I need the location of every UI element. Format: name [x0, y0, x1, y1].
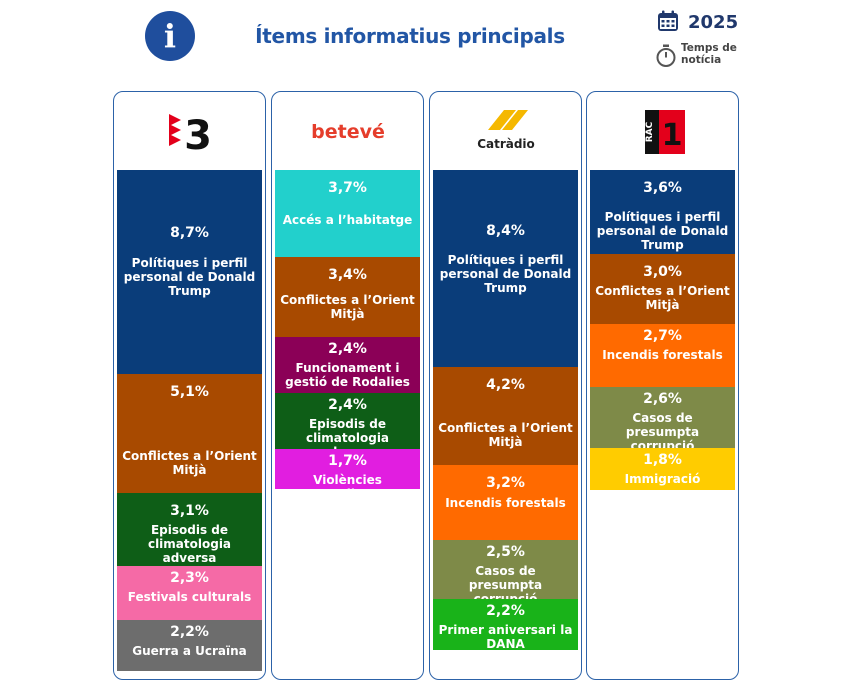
bar-segment: 3,7% Accés a l’habitatge	[275, 170, 420, 257]
segment-value: 3,2%	[486, 475, 525, 491]
time-label: Temps de notícia	[681, 42, 737, 66]
bar-segment: 1,7% Violències masclistes	[275, 449, 420, 489]
bar-segment: 1,8% Immigració	[590, 448, 735, 490]
segment-label: Episodis de climatologia adversa	[147, 523, 232, 565]
segment-label: Casos de presumpta corrupció	[625, 411, 700, 448]
segment-value: 3,4%	[328, 267, 367, 283]
segment-label: Conflictes a l’Orient Mitjà	[122, 449, 257, 477]
segment-label: Primer aniversari la DANA	[438, 623, 573, 650]
segment-value: 3,6%	[643, 180, 682, 196]
panel-catradio: Catràdio 8,4% Polítiques i perfil persona…	[429, 91, 582, 680]
calendar-icon	[658, 10, 678, 31]
panel-beteve: betevé 3,7% Accés a l’habitatge 3,4% Confli…	[271, 91, 424, 680]
segment-value: 1,7%	[328, 453, 367, 469]
catràdio-logo: Catràdio	[430, 92, 581, 170]
bar-segment: 2,4% Episodis de climatologia adversa	[275, 393, 420, 449]
bar-segment: 2,3% Festivals culturals	[117, 566, 262, 620]
bar-segment: 5,1% Conflictes a l’Orient Mitjà	[117, 374, 262, 493]
segment-label: Festivals culturals	[127, 590, 252, 604]
segment-label: Conflictes a l’Orient Mitjà	[280, 293, 415, 321]
segment-label: Guerra a Ucraïna	[132, 644, 247, 658]
segment-value: 2,6%	[643, 391, 682, 407]
segment-label: Incendis forestals	[602, 348, 723, 362]
bar-segment: 2,2% Guerra a Ucraïna	[117, 620, 262, 671]
segment-label: Conflictes a l’Orient Mitjà	[595, 284, 730, 312]
rac1-logo: RAC 1	[587, 92, 738, 170]
segment-label: Violències masclistes	[312, 473, 383, 489]
segment-value: 2,4%	[328, 397, 367, 413]
segment-label: Polítiques i perfil personal de Donald T…	[439, 253, 572, 295]
segment-label: Polítiques i perfil personal de Donald T…	[123, 256, 256, 298]
segment-label: Polítiques i perfil personal de Donald T…	[596, 210, 729, 252]
info-icon: i	[145, 11, 195, 61]
segment-label: Incendis forestals	[445, 496, 566, 510]
bar-segment: 2,6% Casos de presumpta corrupció	[590, 387, 735, 448]
svg-text:1: 1	[662, 118, 683, 153]
bar-segment: 3,1% Episodis de climatologia adversa	[117, 493, 262, 566]
segment-label: Episodis de climatologia adversa	[305, 417, 390, 449]
segment-value: 8,4%	[486, 223, 525, 239]
bar-segment: 2,4% Funcionament i gestió de Rodalies	[275, 337, 420, 393]
bar-segment: 3,4% Conflictes a l’Orient Mitjà	[275, 257, 420, 337]
segment-value: 8,7%	[170, 225, 209, 241]
tv3-logo-text: 3	[184, 113, 212, 159]
bar-segment: 3,2% Incendis forestals	[433, 465, 578, 540]
segment-label: Immigració	[624, 472, 701, 486]
segment-value: 5,1%	[170, 384, 209, 400]
segment-label: Funcionament i gestió de Rodalies	[285, 361, 410, 389]
segment-value: 2,3%	[170, 570, 209, 586]
panel-rac1: RAC 1 3,6% Polítiques i perfil personal d…	[586, 91, 739, 680]
segment-value: 3,1%	[170, 503, 209, 519]
segment-value: 2,2%	[486, 603, 525, 619]
segment-value: 1,8%	[643, 452, 682, 468]
segment-value: 2,2%	[170, 624, 209, 640]
segment-value: 4,2%	[486, 377, 525, 393]
panel-tv3: 3 8,7% Polítiques i perfil personal de Do…	[113, 91, 266, 680]
bar-segment: 2,5% Casos de presumpta corrupció	[433, 540, 578, 599]
segment-value: 3,7%	[328, 180, 367, 196]
catràdio-logo-text: Catràdio	[477, 137, 535, 151]
tv3-logo: 3	[114, 92, 265, 170]
segment-value: 3,0%	[643, 264, 682, 280]
bar-segment: 4,2% Conflictes a l’Orient Mitjà	[433, 367, 578, 465]
bar-segment: 8,4% Polítiques i perfil personal de Dona…	[433, 170, 578, 367]
betevé-logo: betevé	[272, 92, 423, 170]
year-label: 2025	[688, 12, 739, 33]
bar-segment: 3,6% Polítiques i perfil personal de Dona…	[590, 170, 735, 254]
segment-label: Accés a l’habitatge	[282, 213, 413, 227]
bar-segment: 3,0% Conflictes a l’Orient Mitjà	[590, 254, 735, 324]
bar-segment: 2,7% Incendis forestals	[590, 324, 735, 387]
segment-label: Conflictes a l’Orient Mitjà	[438, 421, 573, 449]
bar-segment: 8,7% Polítiques i perfil personal de Dona…	[117, 170, 262, 374]
segment-value: 2,5%	[486, 544, 525, 560]
segment-label: Casos de presumpta corrupció	[468, 564, 543, 599]
bar-segment: 2,2% Primer aniversari la DANA	[433, 599, 578, 650]
segment-value: 2,7%	[643, 328, 682, 344]
betevé-logo-text: betevé	[311, 121, 385, 143]
segment-value: 2,4%	[328, 341, 367, 357]
svg-text:RAC: RAC	[645, 121, 655, 142]
stopwatch-icon	[656, 44, 676, 67]
page-title: Ítems informatius principals	[255, 24, 565, 48]
